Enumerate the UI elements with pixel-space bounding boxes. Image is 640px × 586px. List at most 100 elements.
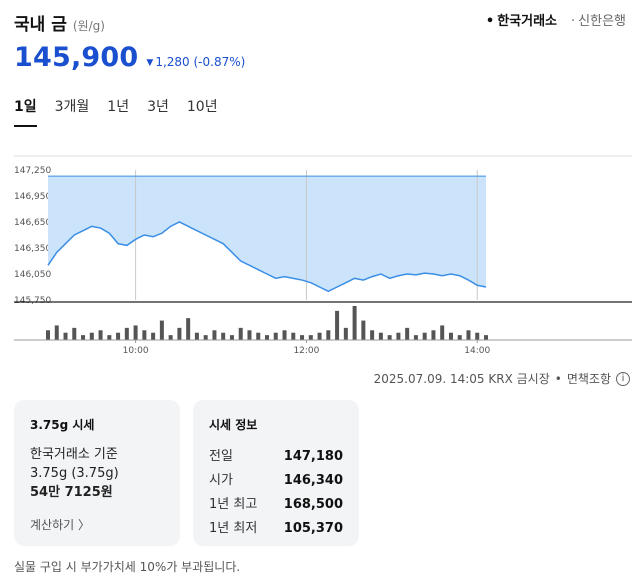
- info-label: 전일: [209, 449, 233, 464]
- y-tick-label: 146,050: [14, 270, 51, 280]
- source-shinhan[interactable]: · 신한은행: [571, 10, 626, 29]
- volume-bar: [63, 332, 68, 340]
- meta-separator: •: [554, 371, 562, 386]
- down-arrow-icon: ▼: [146, 58, 154, 68]
- price-change: ▼ 1,280 (-0.87%): [146, 55, 245, 69]
- inactive-dot-icon: ·: [571, 14, 576, 29]
- volume-bar: [422, 332, 427, 340]
- tab-3y[interactable]: 3년: [147, 99, 169, 115]
- volume-bar: [335, 310, 340, 340]
- volume-bar: [89, 332, 94, 340]
- volume-bar: [448, 332, 453, 340]
- info-value: 168,500: [283, 497, 343, 512]
- volume-bar: [247, 330, 252, 340]
- volume-bar: [221, 332, 226, 340]
- volume-bar: [194, 332, 199, 340]
- volume-bar: [107, 335, 112, 340]
- change-amount: 1,280: [155, 55, 190, 69]
- disclaimer-link[interactable]: 면책조항: [566, 372, 611, 386]
- volume-bar: [265, 335, 269, 340]
- price-area-fill: [48, 176, 486, 292]
- volume-bar: [343, 327, 348, 340]
- y-tick-label: 146,950: [14, 192, 51, 202]
- volume-bar: [177, 327, 182, 340]
- volume-bar: [291, 332, 296, 340]
- spot-price-card: 3.75g 시세 한국거래소 기준 3.75g (3.75g) 54만 7125…: [14, 400, 180, 546]
- volume-bar: [212, 330, 217, 340]
- volume-bar: [484, 335, 488, 340]
- volume-bar: [300, 335, 305, 340]
- x-tick-label: 10:00: [123, 346, 149, 356]
- spot-card-title: 3.75g 시세: [30, 418, 95, 432]
- chart-svg: 147,250 146,950 146,650 146,350 146,050 145,7…: [14, 155, 632, 356]
- info-label: 1년 최저: [209, 521, 258, 536]
- y-tick-label: 145,750: [14, 296, 51, 306]
- volume-bar: [81, 335, 86, 340]
- volume-bar: [413, 335, 418, 340]
- volume-bar: [142, 330, 147, 340]
- price-chart[interactable]: 147,250 146,950 146,650 146,350 146,050 145,7…: [0, 148, 640, 358]
- volume-bar: [124, 327, 129, 340]
- volume-bar: [46, 330, 50, 340]
- volume-bar: [229, 335, 234, 340]
- info-label: 시가: [209, 473, 233, 488]
- vat-footnote: 실물 구입 시 부가가치세 10%가 부과됩니다.: [14, 560, 241, 574]
- volume-bar: [273, 332, 278, 340]
- x-tick-label: 12:00: [293, 346, 319, 356]
- volume-bar: [72, 327, 77, 340]
- page-title: 국내 금 (원/g): [14, 10, 105, 35]
- timestamp: 2025.07.09. 14:05 KRX 금시장: [373, 372, 550, 386]
- y-tick-label: 146,650: [14, 218, 51, 228]
- volume-bar: [396, 332, 401, 340]
- info-value: 146,340: [283, 473, 343, 488]
- info-row-open: 시가 146,340: [209, 469, 343, 493]
- volume-bar: [151, 332, 156, 340]
- volume-bar: [282, 330, 287, 340]
- volume-bar: [440, 325, 445, 340]
- info-value: 105,370: [283, 521, 343, 536]
- volume-bar: [256, 332, 261, 340]
- period-tabs: 1일 3개월 1년 3년 10년: [14, 96, 236, 127]
- volume-bar: [116, 332, 121, 340]
- current-price: 145,900: [14, 42, 139, 73]
- tab-1y[interactable]: 1년: [107, 99, 130, 115]
- tab-3m[interactable]: 3개월: [54, 99, 90, 115]
- calculate-link[interactable]: 계산하기 〉: [30, 518, 90, 532]
- spot-basis: 한국거래소 기준: [30, 447, 118, 462]
- volume-bar: [457, 335, 462, 340]
- volume-bar: [98, 330, 103, 340]
- volume-bar: [387, 335, 392, 340]
- volume-bar: [475, 332, 480, 340]
- price-line: [47, 221, 487, 293]
- info-row-prev: 전일 147,180: [209, 445, 343, 469]
- y-tick-label: 146,350: [14, 244, 51, 254]
- volume-bar: [54, 325, 59, 340]
- source-selector: • 한국거래소 · 신한은행: [486, 10, 626, 29]
- tab-10y[interactable]: 10년: [186, 99, 218, 115]
- source-krx[interactable]: • 한국거래소: [486, 10, 557, 29]
- volume-bar: [186, 318, 191, 340]
- volume-bar: [466, 330, 471, 340]
- x-tick-label: 14:00: [464, 346, 490, 356]
- volume-bar: [352, 306, 357, 340]
- volume-bar: [317, 332, 322, 340]
- change-percent: (-0.87%): [193, 55, 246, 69]
- volume-bar: [238, 327, 243, 340]
- y-tick-label: 147,250: [14, 166, 51, 176]
- title-text: 국내 금: [14, 15, 67, 35]
- meta-row: 2025.07.09. 14:05 KRX 금시장 • 면책조항 i: [374, 370, 630, 387]
- volume-bar: [168, 335, 173, 340]
- spot-weight: 3.75g (3.75g): [30, 466, 119, 481]
- info-row-low: 1년 최저 105,370: [209, 517, 343, 541]
- volume-bar: [203, 335, 208, 340]
- info-row-high: 1년 최고 168,500: [209, 493, 343, 517]
- info-value: 147,180: [283, 449, 343, 464]
- source-shinhan-label: 신한은행: [578, 14, 626, 29]
- price-unit: (원/g): [72, 19, 105, 33]
- tab-1d[interactable]: 1일: [14, 96, 37, 127]
- volume-bar: [361, 320, 366, 340]
- info-card-title: 시세 정보: [209, 418, 258, 432]
- info-icon[interactable]: i: [616, 371, 630, 386]
- volume-bar: [326, 330, 331, 340]
- info-label: 1년 최고: [209, 497, 258, 512]
